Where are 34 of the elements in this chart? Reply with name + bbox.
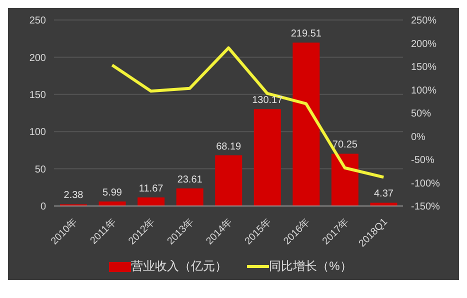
bar — [138, 197, 165, 206]
y2-tick-label: -150% — [411, 202, 440, 213]
y2-tick-label: 200% — [411, 38, 437, 50]
data-label: 11.67 — [138, 183, 164, 194]
data-label: 219.51 — [290, 28, 322, 40]
y2-tick-label: -50% — [411, 155, 434, 166]
bar — [176, 188, 204, 206]
y2-tick-label: 0% — [411, 132, 426, 143]
data-label: 5.99 — [102, 188, 122, 199]
y2-tick-label: 250% — [411, 16, 437, 27]
data-label: 70.25 — [332, 140, 358, 151]
y2-tick-label: 50% — [411, 108, 432, 120]
y-tick-label: 100 — [29, 127, 46, 138]
y2-tick-label: -100% — [411, 178, 440, 190]
bar — [254, 109, 281, 206]
data-label: 2.38 — [64, 190, 84, 202]
bar — [292, 42, 320, 206]
bar — [98, 202, 126, 206]
data-label: 4.37 — [374, 188, 394, 200]
y2-tick-label: 100% — [411, 85, 437, 96]
y-tick-label: 0 — [40, 202, 46, 213]
data-label: 130.17 — [252, 95, 284, 106]
y-tick-label: 150 — [29, 90, 46, 101]
legend-label: 同比增长（%） — [269, 258, 352, 275]
bar — [215, 155, 242, 206]
y2-tick-label: 150% — [411, 62, 437, 74]
data-label: 68.19 — [216, 141, 242, 152]
y-tick-label: 250 — [29, 16, 46, 27]
bar — [370, 202, 398, 206]
bar — [331, 154, 358, 206]
y-tick-label: 50 — [34, 164, 46, 176]
y-tick-label: 200 — [29, 52, 46, 64]
legend-label: 营业收入（亿元） — [131, 258, 228, 275]
data-label: 23.61 — [177, 174, 203, 186]
